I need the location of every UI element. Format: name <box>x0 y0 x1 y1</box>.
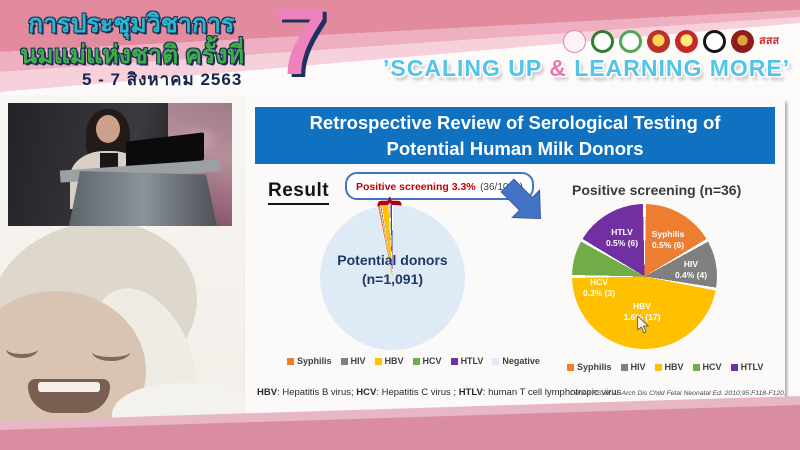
conference-slogan: ’SCALING UP & LEARNING MORE’ <box>383 55 790 82</box>
result-heading: Result <box>268 180 330 205</box>
callout-highlight: Positive screening 3.3% <box>356 181 476 193</box>
presenter-video-feed <box>8 103 232 226</box>
slide-title-line2: Potential Human Milk Donors <box>386 137 644 159</box>
positive-screening-callout: Positive screening 3.3% (36/1091) <box>345 172 534 200</box>
legend-item: HTLV <box>450 356 484 366</box>
slice-label-syphilis: Syphilis 0.5% (6) <box>651 228 685 250</box>
footnote-hbv: HBV <box>257 387 278 398</box>
legend-item: HCV <box>692 362 722 372</box>
blue-arrow-icon <box>500 178 541 219</box>
royal-emblem-logo-icon <box>647 30 670 53</box>
baby-smile <box>28 379 110 413</box>
conference-title-thai: การประชุมวิชาการ <box>28 10 235 38</box>
conference-dates: 5 - 7 สิงหาคม 2563 <box>82 70 243 89</box>
left-pie-label-line1: Potential donors <box>337 252 448 268</box>
legend-item: Syphilis <box>567 362 612 372</box>
abbreviation-footnote: HBV: Hepatitis B virus; HCV: Hepatitis C… <box>257 387 622 398</box>
legend-label: HBV <box>664 362 684 372</box>
slide-title: Retrospective Review of Serological Test… <box>255 107 775 164</box>
callout-detail: (36/1091) <box>480 182 523 193</box>
legend-label: HCV <box>422 356 442 366</box>
right-pie-legend: Syphilis HIV HBV HCV HTLV <box>567 362 763 372</box>
presenter-face <box>96 115 120 143</box>
hcv-swatch-icon <box>692 363 700 371</box>
legend-item: HCV <box>412 356 442 366</box>
health-ministry-logo-icon <box>619 30 642 53</box>
slice-label-hbv: HBV 1.6% (17) <box>623 300 661 322</box>
green-seal-logo-icon <box>591 30 614 53</box>
left-pie-label-line2: (n=1,091) <box>361 270 424 287</box>
legend-item: HBV <box>374 356 404 366</box>
legend-label: HIV <box>350 356 366 366</box>
thai-health-logo-icon: สสส <box>759 35 780 47</box>
htlv-swatch-icon <box>450 357 458 365</box>
left-pie-center-label: Potential donors (n=1,091) <box>320 251 465 289</box>
slice-label-hiv: HIV 0.4% (4) <box>674 258 708 280</box>
right-pie-title: Positive screening (n=36) <box>572 182 742 198</box>
baby-left-eye <box>6 340 38 358</box>
syphilis-swatch-icon <box>287 357 294 365</box>
edition-number: 7 <box>274 0 327 95</box>
legend-item: HIV <box>620 362 646 372</box>
legend-label: HBV <box>384 356 404 366</box>
baby-right-eye <box>92 343 130 361</box>
left-pie-legend: Syphilis HIV HBV HCV HTLV Negative <box>287 356 540 366</box>
pie-chart-potential-donors: Potential donors (n=1,091) <box>320 205 465 350</box>
conference-subtitle-thai: นมแม่แห่งชาติ ครั้งที่ <box>20 41 244 69</box>
mother-child-logo-icon <box>563 30 586 53</box>
reference-citation: Cohen RS, et al. Arch Dis Child Fetal Ne… <box>570 390 786 397</box>
footnote-hcv: HCV <box>356 387 377 398</box>
black-seal-logo-icon <box>703 30 726 53</box>
hiv-swatch-icon <box>340 357 348 365</box>
university-crest-logo-icon <box>675 30 698 53</box>
legend-item: HTLV <box>730 362 764 372</box>
legend-label: Syphilis <box>297 356 332 366</box>
baby-teeth <box>38 382 100 392</box>
slide-title-line1: Retrospective Review of Serological Test… <box>309 111 721 133</box>
slice-label-htlv: HTLV 0.5% (6) <box>605 226 639 248</box>
hcv-swatch-icon <box>412 357 420 365</box>
legend-item: HBV <box>654 362 684 372</box>
podium <box>68 171 218 226</box>
legend-item: Negative <box>492 356 540 366</box>
syphilis-swatch-icon <box>567 363 574 371</box>
legend-label: Negative <box>502 356 540 366</box>
legend-item: HIV <box>340 356 366 366</box>
legend-item: Syphilis <box>287 356 332 366</box>
slice-label-hcv: HCV 0.3% (3) <box>582 276 616 298</box>
hbv-swatch-icon <box>374 357 382 365</box>
slogan-ampersand: & <box>549 55 567 81</box>
footnote-htlv: HTLV <box>458 387 483 398</box>
slogan-close: LEARNING MORE’ <box>566 55 791 81</box>
legend-label: Syphilis <box>577 362 612 372</box>
legend-label: HIV <box>630 362 646 372</box>
legend-label: HTLV <box>460 356 484 366</box>
slogan-open: ’SCALING UP <box>383 55 550 81</box>
hiv-swatch-icon <box>620 363 628 371</box>
legend-label: HTLV <box>740 362 764 372</box>
hbv-swatch-icon <box>654 363 662 371</box>
legend-label: HCV <box>702 362 722 372</box>
mouse-cursor-icon <box>637 316 650 334</box>
red-crest-logo-icon <box>731 30 754 53</box>
negative-swatch-icon <box>492 357 500 365</box>
slide: Retrospective Review of Serological Test… <box>245 100 786 430</box>
htlv-swatch-icon <box>730 363 738 371</box>
organizer-logos: สสส <box>563 30 779 53</box>
